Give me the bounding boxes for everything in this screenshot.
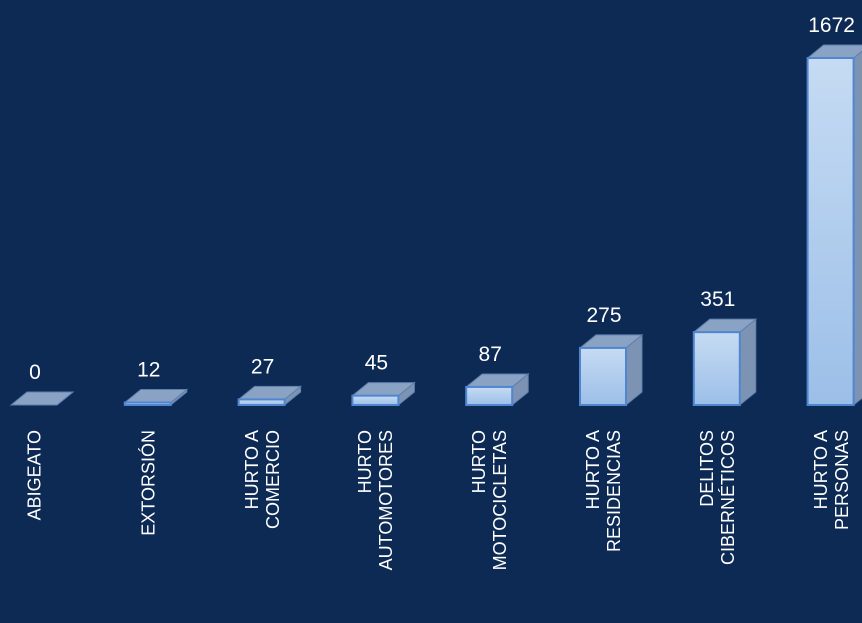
bar-front <box>806 57 855 406</box>
x-tick-label: ABIGEATO <box>24 430 45 521</box>
value-label: 12 <box>137 359 160 382</box>
bar-front <box>465 385 514 406</box>
x-tick-label: HURTO MOTOCICLETAS <box>469 430 511 571</box>
x-tick-label: DELITOS CIBERNÉTICOS <box>696 430 738 566</box>
bar-front <box>123 401 172 407</box>
bar <box>237 385 303 407</box>
bar-front <box>237 398 286 407</box>
x-tick-label: HURTO A RESIDENCIAS <box>583 430 624 553</box>
value-label: 351 <box>700 288 735 311</box>
x-tick-label: HURTO A COMERCIO <box>241 430 283 529</box>
bar-top <box>9 391 75 406</box>
value-label: 275 <box>586 304 621 327</box>
value-label: 45 <box>365 352 388 375</box>
bar <box>9 391 75 406</box>
bar <box>806 44 862 407</box>
bar-front <box>579 346 627 407</box>
bar <box>692 318 758 407</box>
x-tick-label: HURTO A PERSONAS <box>810 430 852 531</box>
bar <box>464 372 530 407</box>
value-label: 1672 <box>808 14 855 37</box>
value-label: 0 <box>29 361 41 384</box>
bar-front <box>351 394 400 407</box>
x-tick-label: HURTO AUTOMOTORES <box>355 430 397 571</box>
bar <box>578 333 644 407</box>
value-label: 87 <box>479 343 502 366</box>
bar <box>123 388 189 407</box>
bar-front <box>692 331 741 406</box>
bar-side <box>739 318 757 407</box>
value-label: 27 <box>251 355 274 378</box>
x-tick-label: EXTORSIÓN <box>138 430 159 536</box>
bar-top <box>806 44 862 59</box>
bar-top <box>123 389 189 404</box>
bar-side <box>853 50 862 407</box>
bar <box>350 381 416 407</box>
